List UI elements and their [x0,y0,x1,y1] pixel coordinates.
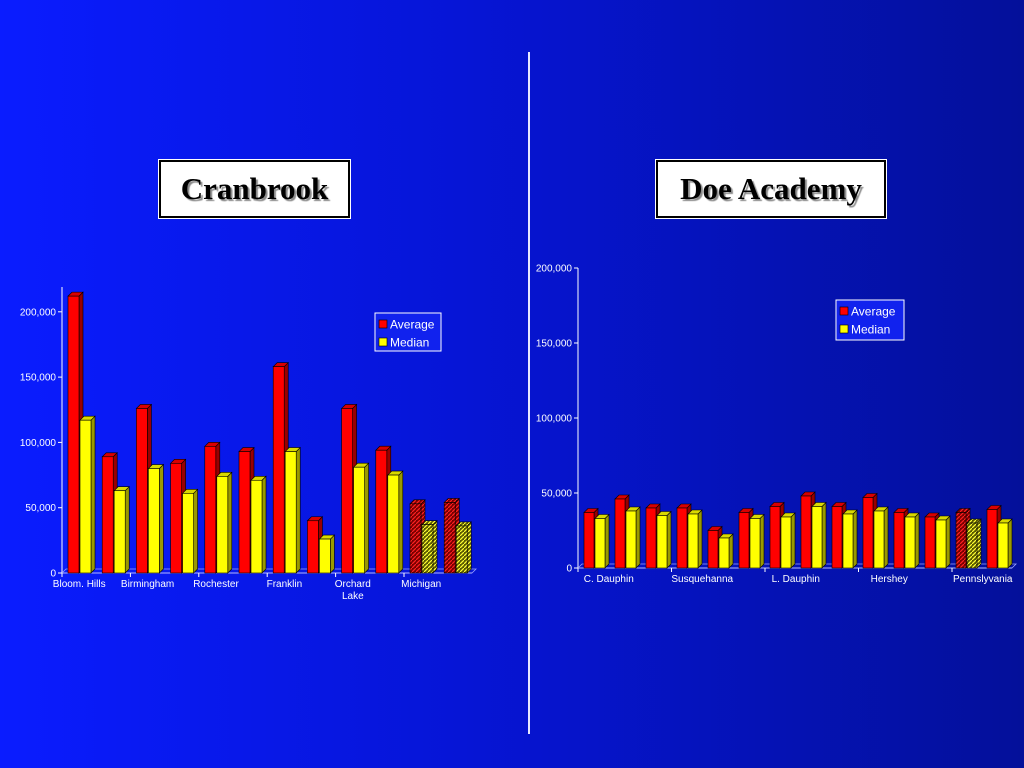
legend-swatch-median [839,324,849,334]
x-tick-label: Rochester [193,579,239,590]
slide-divider [528,52,530,734]
cranbrook-chart: 0 50,000 100,000 150,000 200,000 Bloom. Hills… [20,287,477,602]
y-tick-label: 50,000 [25,503,56,514]
bar-median [113,485,130,574]
x-tick-label: Pennslyvania [953,574,1013,585]
bar-median [625,506,641,569]
bar-median [842,509,858,569]
y-tick-label: 100,000 [536,414,573,425]
y-tick-label: 100,000 [20,438,57,449]
bar-median [387,470,404,574]
bar-median [147,463,165,574]
bar-median [966,518,982,569]
cranbrook-title: Cranbrook [159,160,350,218]
x-tick-label: Birmingham [121,579,174,590]
bar-median [318,534,336,574]
doe-academy-title: Doe Academy [656,160,886,218]
legend-label-average: Average [390,318,435,332]
legend-box [835,299,905,341]
x-tick-label: Susquehanna [671,574,733,585]
x-tick-label: Hershey [871,574,908,585]
legend-swatch-average [839,306,849,316]
bar-median [718,533,734,569]
bar-median [811,501,827,569]
y-tick-label: 50,000 [541,489,572,500]
bar-median [749,513,765,569]
y-tick-label: 0 [566,564,572,575]
legend-label-average: Average [851,305,896,319]
bar-median [284,446,301,574]
bar-median [181,488,199,574]
bar-median [455,521,472,574]
y-tick-label: 200,000 [20,307,57,318]
x-tick-label: Bloom. Hills [53,579,106,590]
bar-median [421,519,438,574]
y-tick-label: 200,000 [536,264,573,275]
bar-median [79,415,96,574]
cranbrook-title-text: Cranbrook [180,171,329,206]
y-tick-label: 0 [50,569,56,580]
bar-median [250,475,267,574]
x-tick-label: L. Dauphin [772,574,820,585]
doe-academy-title-text: Doe Academy [680,171,862,206]
bar-median [216,471,233,574]
y-tick-label: 150,000 [536,339,573,350]
bar-median [997,518,1013,569]
legend-label-median: Median [390,336,429,350]
bar-median [935,515,951,569]
bar-median [656,510,672,569]
legend-swatch-average [378,319,388,329]
chart-floor [577,563,1017,569]
legend-label-median: Median [851,323,890,337]
x-tick-label: Franklin [267,579,303,590]
bar-median [352,462,370,574]
y-tick-label: 150,000 [20,373,57,384]
x-tick-label: Michigan [401,579,441,590]
x-tick-label: C. Dauphin [584,574,634,585]
x-tick-label: Orchard Lake [335,579,371,602]
bar-median [780,512,796,569]
doe-academy-chart: 0 50,000 100,000 150,000 200,000 C. Dauphin Su… [536,264,1017,585]
bar-median [594,513,610,569]
legend-swatch-median [378,337,388,347]
bar-median [904,512,920,569]
bar-median [687,509,703,569]
bar-median [873,506,889,569]
